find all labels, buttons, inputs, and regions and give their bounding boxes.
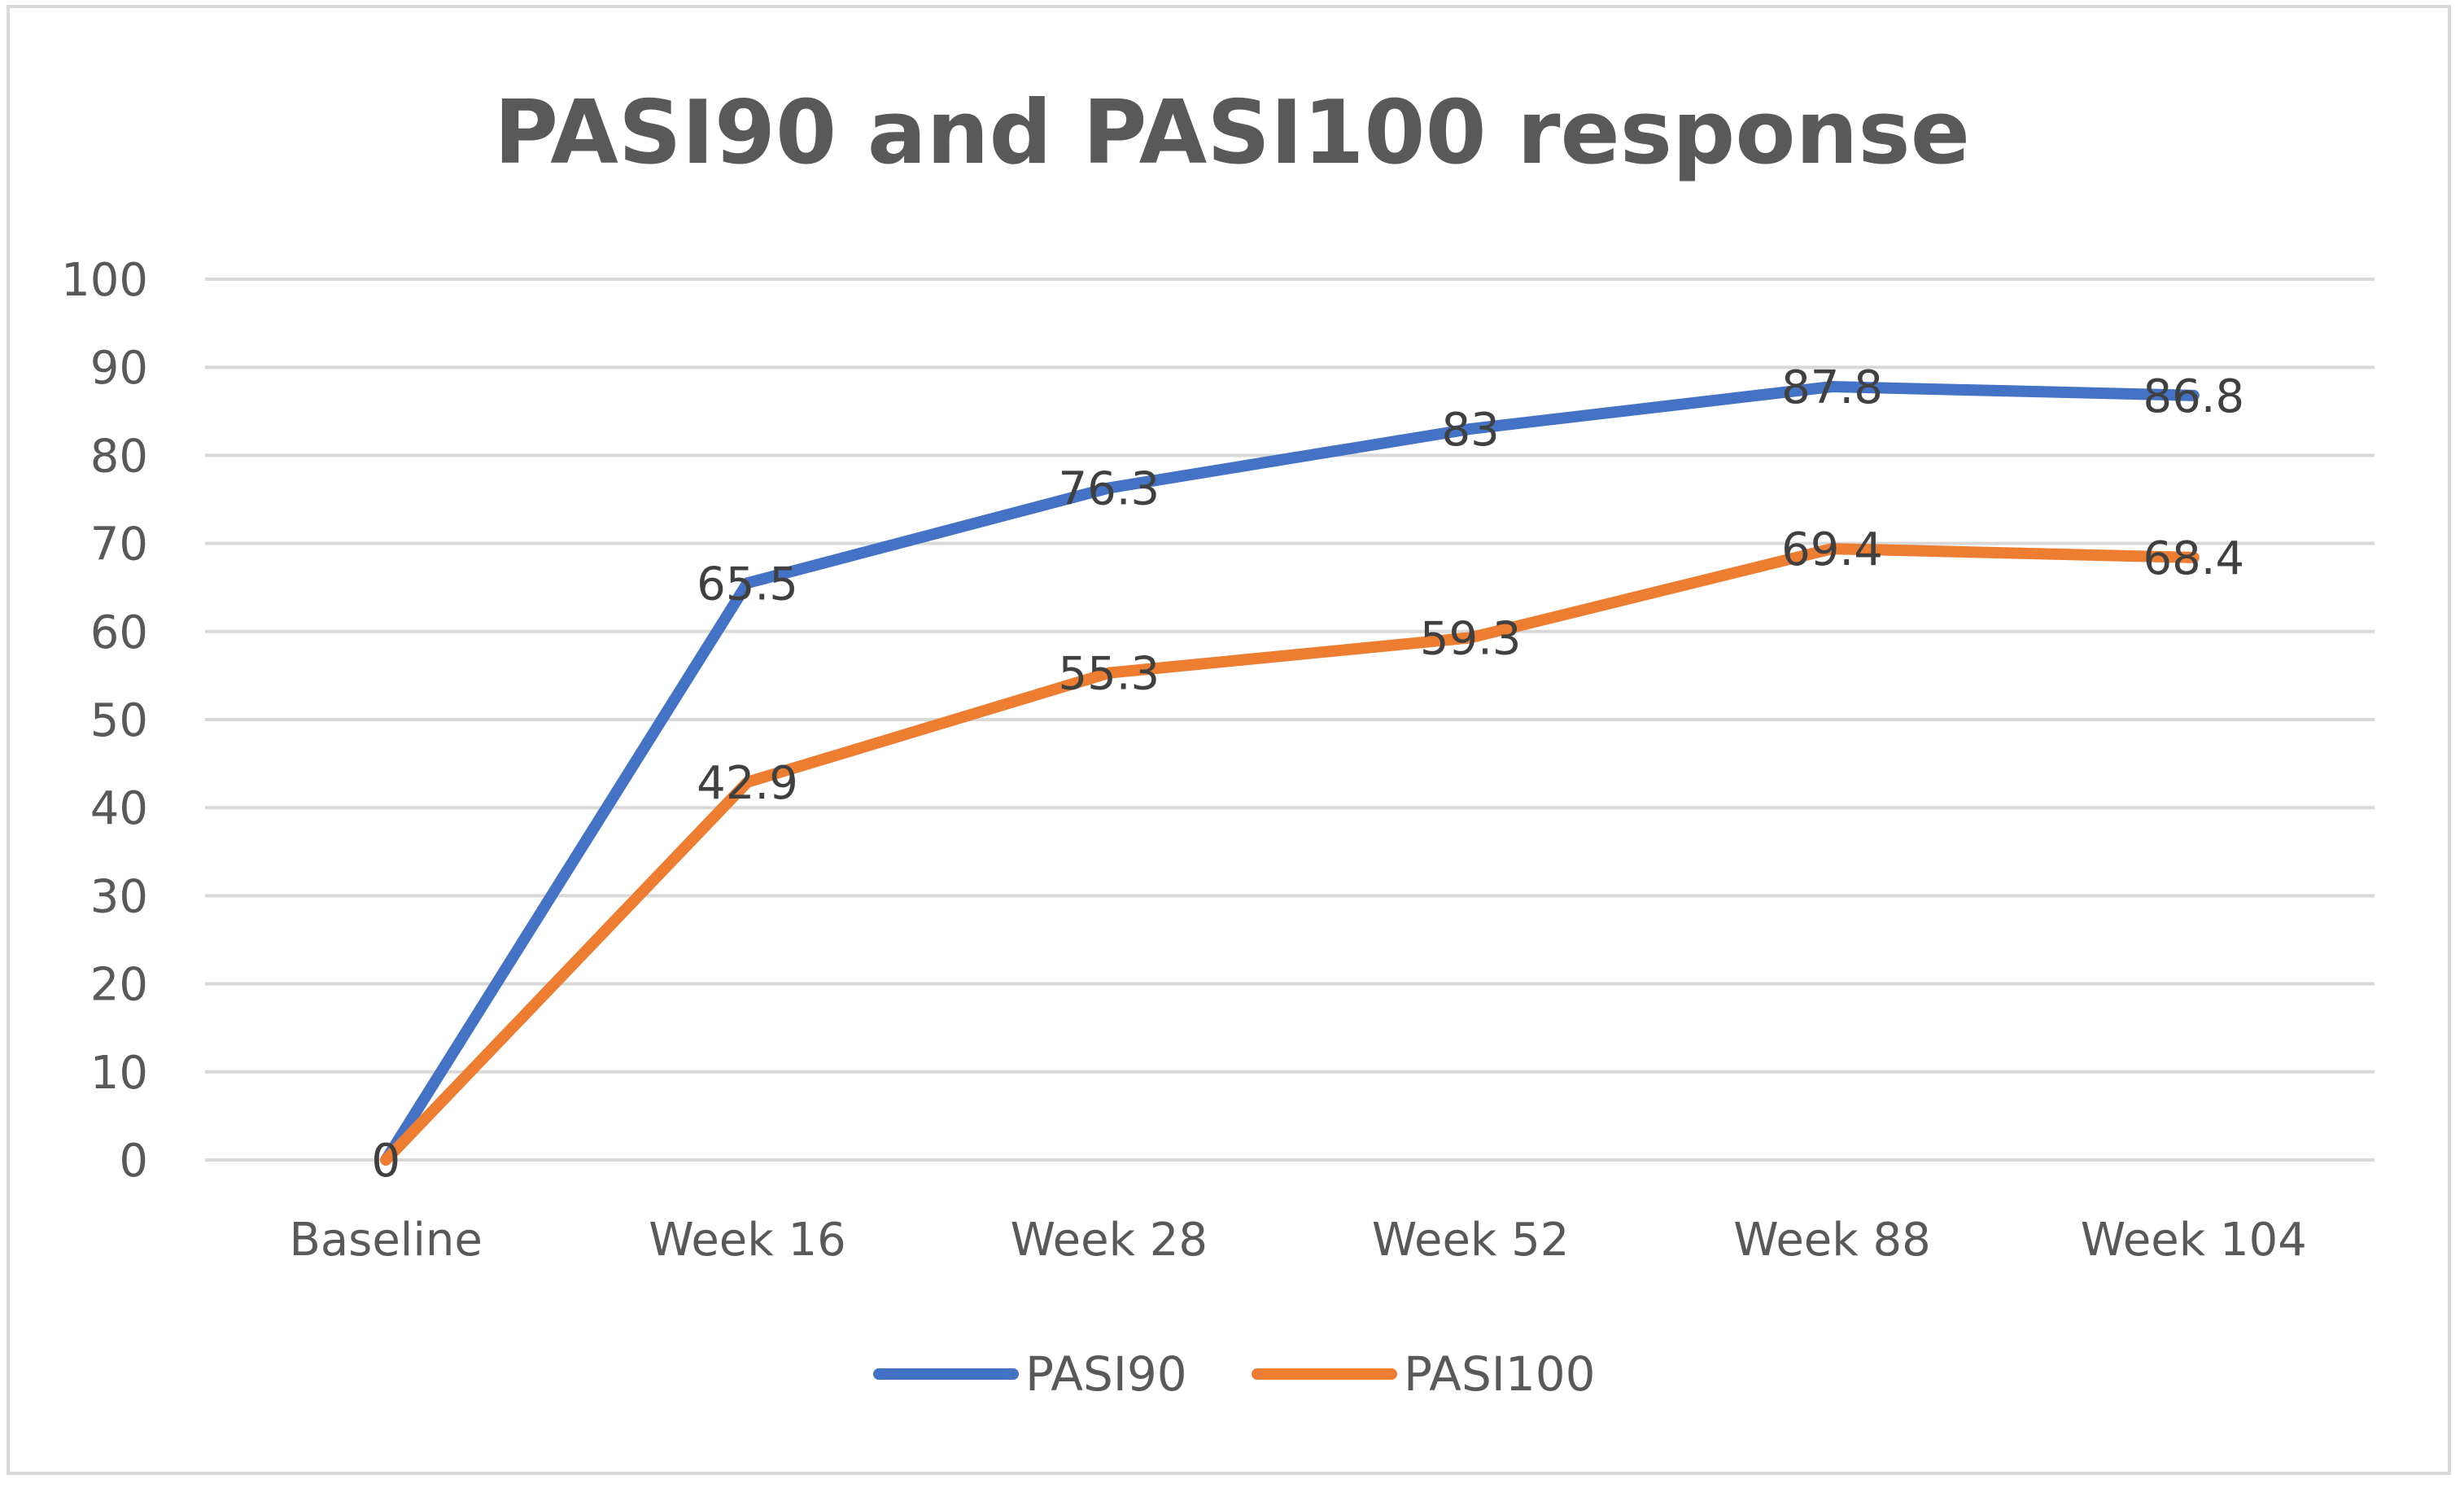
legend: PASI90 PASI100 bbox=[873, 1346, 1596, 1402]
data-label-pasi90: 87.8 bbox=[1781, 361, 1883, 414]
x-tick-label: Baseline bbox=[289, 1214, 482, 1267]
data-label-pasi90: 76.3 bbox=[1058, 462, 1160, 515]
y-tick-label: 0 bbox=[119, 1135, 148, 1188]
y-tick-label: 90 bbox=[90, 342, 148, 395]
y-tick-label: 100 bbox=[61, 254, 148, 307]
y-tick-label: 70 bbox=[90, 519, 148, 571]
data-label-pasi100: 0 bbox=[371, 1135, 400, 1188]
series-lines bbox=[380, 381, 2200, 1166]
series-line-pasi90 bbox=[380, 381, 2200, 1166]
x-tick-label: Week 16 bbox=[649, 1214, 845, 1267]
data-label-pasi90: 83 bbox=[1442, 404, 1500, 457]
data-label-pasi100: 69.4 bbox=[1781, 523, 1883, 576]
data-label-pasi100: 42.9 bbox=[697, 757, 798, 810]
data-label-pasi100: 59.3 bbox=[1420, 612, 1522, 665]
y-tick-label: 10 bbox=[90, 1047, 148, 1100]
y-tick-label: 30 bbox=[90, 870, 148, 923]
data-label-pasi90: 0 bbox=[371, 1135, 400, 1188]
data-label-pasi90: 65.5 bbox=[697, 558, 798, 611]
legend-label-pasi90: PASI90 bbox=[1025, 1346, 1187, 1402]
x-tick-label: Week 28 bbox=[1011, 1214, 1208, 1267]
x-tick-label: Week 88 bbox=[1733, 1214, 1930, 1267]
x-axis-ticks: Baseline Week 16 Week 28 Week 52 Week 88 Week… bbox=[289, 1214, 2306, 1267]
chart-title: PASI90 and PASI100 response bbox=[494, 82, 1970, 184]
data-label-pasi100: 68.4 bbox=[2143, 532, 2244, 585]
series-line-pasi100 bbox=[380, 543, 2200, 1166]
x-tick-label: Week 52 bbox=[1372, 1214, 1569, 1267]
y-tick-label: 60 bbox=[90, 606, 148, 659]
y-tick-label: 50 bbox=[90, 694, 148, 747]
y-tick-label: 80 bbox=[90, 430, 148, 483]
y-tick-label: 20 bbox=[90, 959, 148, 1012]
gridlines bbox=[205, 278, 2374, 1162]
y-axis-ticks: 0 10 20 30 40 50 60 70 80 90 100 bbox=[61, 254, 148, 1188]
y-tick-label: 40 bbox=[90, 782, 148, 835]
legend-label-pasi100: PASI100 bbox=[1404, 1346, 1596, 1402]
x-tick-label: Week 104 bbox=[2081, 1214, 2307, 1267]
chart-frame bbox=[7, 5, 2451, 1475]
data-label-pasi100: 55.3 bbox=[1058, 648, 1160, 701]
data-label-pasi90: 86.8 bbox=[2143, 370, 2244, 423]
